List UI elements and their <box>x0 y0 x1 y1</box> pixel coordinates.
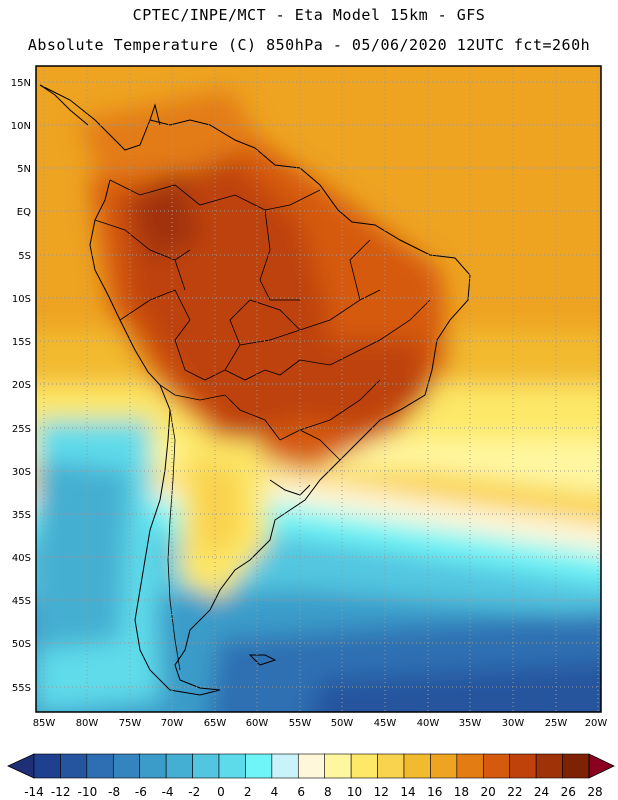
colorbar-swatch <box>33 753 61 779</box>
colorbar-swatch <box>165 753 193 779</box>
colorbar-label: 6 <box>297 785 305 799</box>
coastline <box>39 84 471 696</box>
colorbar-swatch <box>245 753 273 779</box>
lat-label: 5N <box>17 164 31 175</box>
colorbar-swatch <box>350 753 378 779</box>
lon-label: 65W <box>204 718 227 729</box>
colorbar-label: 4 <box>271 785 279 799</box>
colorbar-label: -10 <box>78 785 98 799</box>
map-title-line2: Absolute Temperature (C) 850hPa - 05/06/… <box>27 36 591 54</box>
lon-label: 70W <box>161 718 184 729</box>
colorbar-swatch <box>192 753 220 779</box>
lon-label: 75W <box>119 718 142 729</box>
longitude-axis: 85W 80W 75W 70W 65W 60W 55W 50W 45W 40W … <box>33 718 608 729</box>
colorbar-swatch <box>403 753 431 779</box>
lat-label: 45S <box>12 596 31 607</box>
colorbar-swatch <box>139 753 167 779</box>
lat-label: 5S <box>18 251 31 262</box>
lon-label: 50W <box>331 718 354 729</box>
lat-label: 50S <box>12 639 31 650</box>
lon-label: 25W <box>545 718 568 729</box>
colorbar-label: 22 <box>507 785 522 799</box>
lat-label: 25S <box>12 424 31 435</box>
colorbar-swatch <box>377 753 405 779</box>
country-borders <box>94 179 431 671</box>
colorbar-swatch <box>324 753 352 779</box>
colorbar-swatch <box>218 753 246 779</box>
colorbar-swatches <box>33 753 590 779</box>
lat-label: EQ <box>17 207 31 218</box>
colorbar-under-triangle <box>7 753 35 779</box>
colorbar-swatch <box>562 753 590 779</box>
colorbar-swatch <box>112 753 141 779</box>
lon-label: 20W <box>585 718 608 729</box>
lat-label: 55S <box>12 683 31 694</box>
colorbar-label: -2 <box>188 785 200 799</box>
colorbar-label: 16 <box>427 785 442 799</box>
colorbar-swatch <box>86 753 114 779</box>
lat-label: 20S <box>12 380 31 391</box>
lat-label: 10S <box>12 294 31 305</box>
lon-label: 45W <box>374 718 397 729</box>
colorbar-label: 12 <box>374 785 389 799</box>
lat-label: 15N <box>11 78 31 89</box>
temperature-field <box>36 66 601 712</box>
colorbar-label: 18 <box>454 785 469 799</box>
colorbar-swatch <box>535 753 563 779</box>
lon-label: 80W <box>76 718 99 729</box>
lat-label: 35S <box>12 510 31 521</box>
lat-label: 10N <box>11 121 31 132</box>
colorbar-label: -4 <box>162 785 174 799</box>
colorbar: -14 -12 -10 -8 -6 -4 -2 0 2 4 6 8 10 12 14 16 18 20 22 24 26… <box>7 753 615 799</box>
lat-label: 15S <box>12 337 31 348</box>
colorbar-label: 2 <box>244 785 252 799</box>
map-title-line1: CPTEC/INPE/MCT - Eta Model 15km - GFS <box>132 6 486 24</box>
colorbar-label: 8 <box>324 785 332 799</box>
lon-label: 85W <box>33 718 56 729</box>
lon-label: 60W <box>246 718 269 729</box>
colorbar-swatch <box>60 753 88 779</box>
colorbar-label: -14 <box>24 785 44 799</box>
colorbar-swatch <box>509 753 537 779</box>
colorbar-swatch <box>430 753 458 779</box>
colorbar-label: 26 <box>561 785 576 799</box>
lon-label: 35W <box>459 718 482 729</box>
colorbar-swatch <box>482 753 511 779</box>
latitude-axis: 15N 10N 5N EQ 5S 10S 15S 20S 25S 30S 35S… <box>11 78 31 694</box>
colorbar-swatch <box>297 753 326 779</box>
colorbar-label: -6 <box>135 785 147 799</box>
colorbar-label: 20 <box>481 785 496 799</box>
colorbar-label: 24 <box>534 785 549 799</box>
colorbar-labels: -14 -12 -10 -8 -6 -4 -2 0 2 4 6 8 10 12 14 16 18 20 22 24 26… <box>24 785 602 799</box>
lat-label: 40S <box>12 553 31 564</box>
lat-label: 30S <box>12 467 31 478</box>
colorbar-label: -12 <box>51 785 71 799</box>
map-frame <box>35 65 602 713</box>
colorbar-label: 28 <box>587 785 602 799</box>
colorbar-swatch <box>271 753 299 779</box>
lon-label: 55W <box>289 718 312 729</box>
colorbar-label: 14 <box>400 785 415 799</box>
colorbar-over-triangle <box>588 753 615 779</box>
lon-label: 30W <box>502 718 525 729</box>
colorbar-label: 0 <box>217 785 225 799</box>
colorbar-label: 10 <box>347 785 362 799</box>
colorbar-swatch <box>456 753 484 779</box>
lon-label: 40W <box>417 718 440 729</box>
colorbar-label: -8 <box>108 785 120 799</box>
